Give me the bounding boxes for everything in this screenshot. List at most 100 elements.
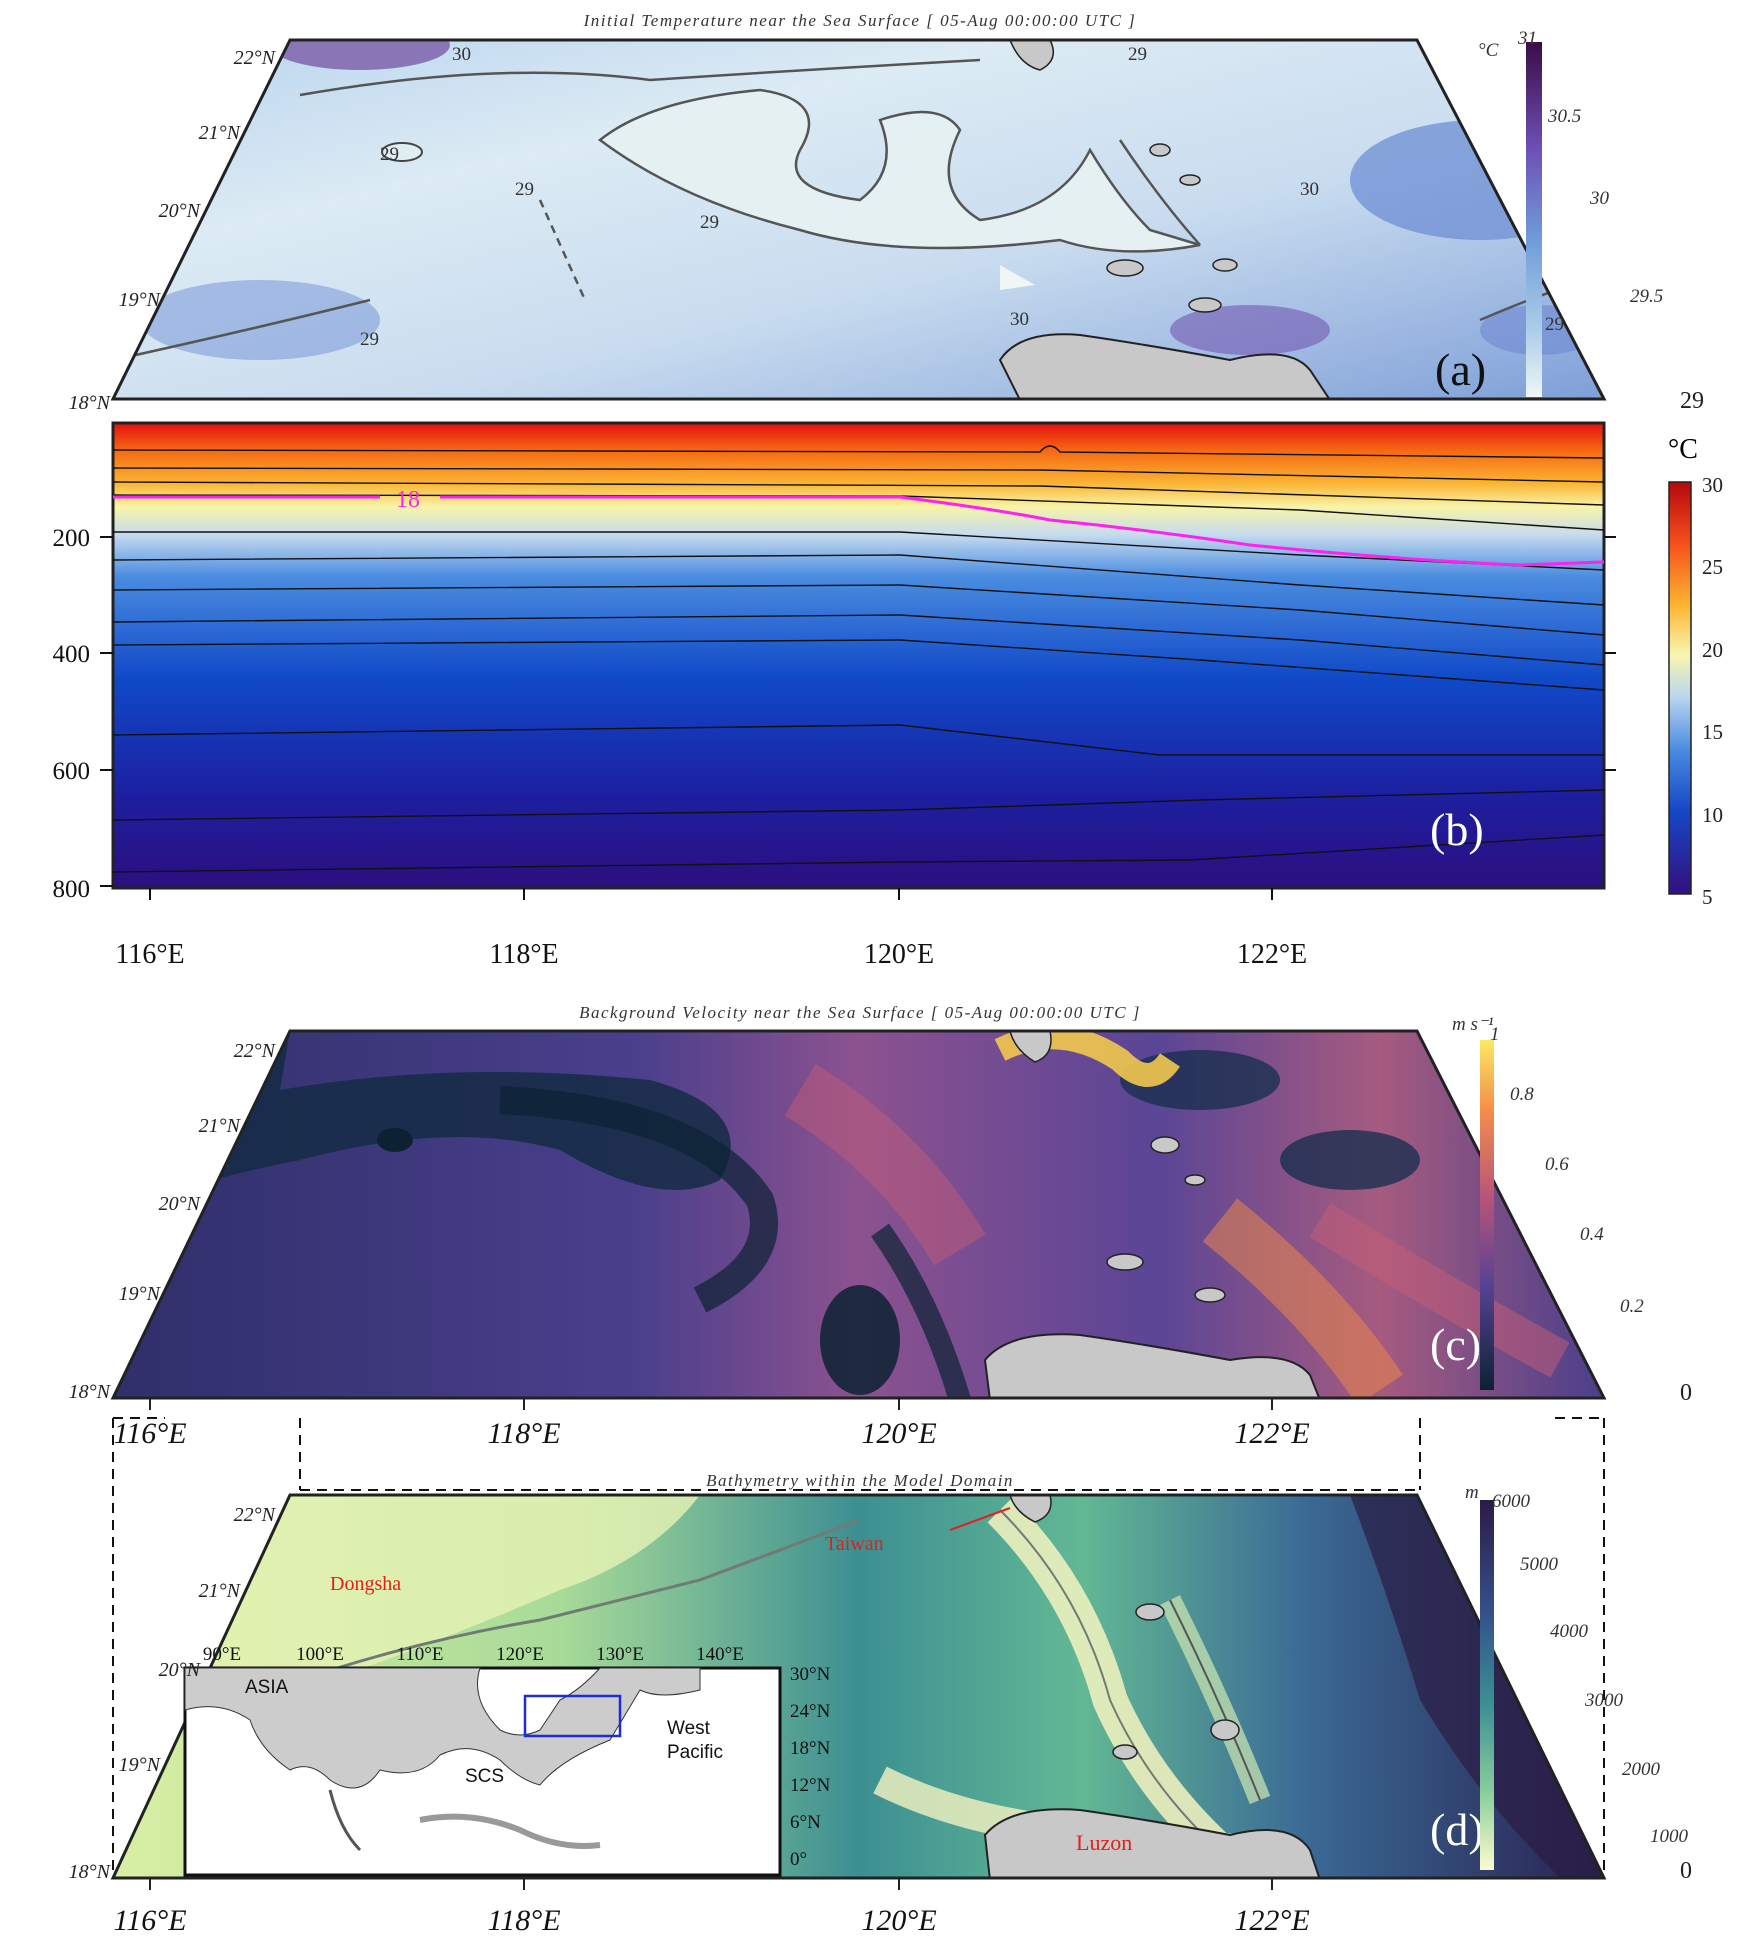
lat-label-22n: 22°N [234,47,277,69]
inset-lon-tick: 110°E [397,1644,444,1665]
lat-label-18n: 18°N [69,392,112,414]
colorbar-b-tick: 5 [1702,885,1713,909]
colorbar-d-unit: m [1465,1482,1479,1503]
inset-label-asia: ASIA [245,1677,289,1698]
place-label-dongsha: Dongsha [330,1573,401,1595]
lat-label-20n: 20°N [159,1193,202,1215]
lat-label-19n: 19°N [119,1754,162,1776]
colorbar-b-tick: 30 [1702,473,1723,497]
lat-label-19n: 19°N [119,1283,162,1305]
contour-label-30: 30 [1300,179,1319,200]
lat-label-18n: 18°N [69,1861,112,1883]
place-label-taiwan: Taiwan [825,1533,884,1555]
colorbar-b-unit: °C [1668,434,1698,465]
inset-label-pacific: Pacific [667,1742,723,1763]
panel-d-title: Bathymetry within the Model Domain [706,1471,1014,1490]
colorbar-a-tick: 29 [1680,388,1704,414]
lon-label-120e: 120°E [861,1417,936,1450]
panel-d: Bathymetry within the Model Domain [69,1471,1692,1936]
contour-label-29: 29 [380,144,399,165]
depth-tick-800: 800 [53,876,91,903]
contour-label-29: 29 [700,212,719,233]
colorbar-b-tick: 10 [1702,803,1723,827]
inset-lon-tick: 100°E [296,1644,344,1665]
colorbar-d-tick: 6000 [1492,1491,1531,1512]
lon-label-120e: 120°E [864,939,934,970]
depth-tick-600: 600 [53,758,91,785]
lat-label-20n: 20°N [159,1659,202,1681]
panel-a-label: (a) [1435,344,1486,395]
panel-d-label: (d) [1430,1804,1484,1855]
colorbar-a-tick: 29.5 [1630,286,1663,307]
colorbar-d-tick: 5000 [1520,1554,1559,1575]
inset-lon-tick: 140°E [696,1644,744,1665]
lon-label-116e: 116°E [115,939,184,970]
lat-label-20n: 20°N [159,200,202,222]
colorbar-c-tick: 0.6 [1545,1154,1569,1175]
inset-lat-tick: 24°N [790,1701,831,1722]
colorbar-b-tick: 25 [1702,555,1723,579]
panel-c: Background Velocity near the Sea Surface… [69,1003,1692,1450]
lon-label-118e: 118°E [487,1417,560,1450]
contour-label-29: 29 [1128,44,1147,65]
inset-lat-tick: 6°N [790,1812,821,1833]
colorbar-d-tick: 4000 [1550,1621,1589,1642]
colorbar-c-tick: 0.4 [1580,1224,1604,1245]
inset-lon-tick: 130°E [596,1644,644,1665]
colorbar-a-unit: °C [1478,40,1499,61]
lon-label-118e: 118°E [489,939,558,970]
inset-lat-tick: 12°N [790,1775,831,1796]
inset-lon-tick: 90°E [203,1644,241,1665]
colorbar-a-tick: 30.5 [1547,106,1581,127]
colorbar-c-tick: 0.8 [1510,1084,1534,1105]
inset-label-west: West [667,1718,711,1739]
lat-label-22n: 22°N [234,1504,277,1526]
panel-b-label: (b) [1430,804,1484,855]
colorbar-d-tick: 3000 [1584,1690,1624,1711]
inset-lat-tick: 0° [790,1849,807,1870]
contour-label-29: 29 [1545,314,1564,335]
lon-label-116e: 116°E [113,1417,186,1450]
isotherm-18-label: 18 [396,487,420,513]
colorbar-b-tick: 20 [1702,638,1723,662]
lat-label-21n: 21°N [199,122,242,144]
lon-label-122e: 122°E [1234,1904,1309,1936]
lon-label-118e: 118°E [487,1904,560,1936]
colorbar-d-tick: 1000 [1650,1826,1689,1847]
inset-lat-tick: 18°N [790,1738,831,1759]
colorbar-d [1480,1500,1494,1870]
contour-label-30: 30 [1010,309,1029,330]
panel-a-title: Initial Temperature near the Sea Surface… [583,11,1137,30]
inset-lon-tick: 120°E [496,1644,544,1665]
model-domain-box [523,1694,622,1738]
inset-map: ASIA SCS West Pacific 90°E 100°E 110°E 1… [183,1644,831,1877]
lat-label-21n: 21°N [199,1115,242,1137]
colorbar-c-tick: 1 [1490,1024,1500,1045]
colorbar-b-tick: 15 [1702,720,1723,744]
panel-a: Initial Temperature near the Sea Surface… [69,11,1704,414]
lat-label-21n: 21°N [199,1580,242,1602]
lat-label-19n: 19°N [119,289,162,311]
depth-tick-200: 200 [53,525,91,552]
colorbar-b [1668,481,1692,895]
colorbar-c-tick: 0.2 [1620,1296,1644,1317]
depth-ticks [100,536,1616,887]
lon-label-116e: 116°E [113,1904,186,1936]
colorbar-a-tick: 31 [1517,28,1537,49]
depth-tick-400: 400 [53,641,91,668]
isotherm-18 [113,495,1605,567]
contour-label-29: 29 [360,329,379,350]
lon-ticks [149,888,1273,900]
place-label-luzon: Luzon [1076,1830,1132,1855]
panel-c-title: Background Velocity near the Sea Surface… [579,1003,1141,1022]
panel-b-section [111,421,1606,890]
lon-label-122e: 122°E [1234,1417,1309,1450]
inset-lat-tick: 30°N [790,1664,831,1685]
colorbar-a [1526,42,1542,397]
inset-label-scs: SCS [465,1766,504,1787]
lon-label-120e: 120°E [861,1904,936,1936]
colorbar-c-unit: m s⁻¹ [1452,1014,1494,1035]
colorbar-d-tick: 2000 [1622,1759,1661,1780]
colorbar-a-tick: 30 [1589,188,1610,209]
